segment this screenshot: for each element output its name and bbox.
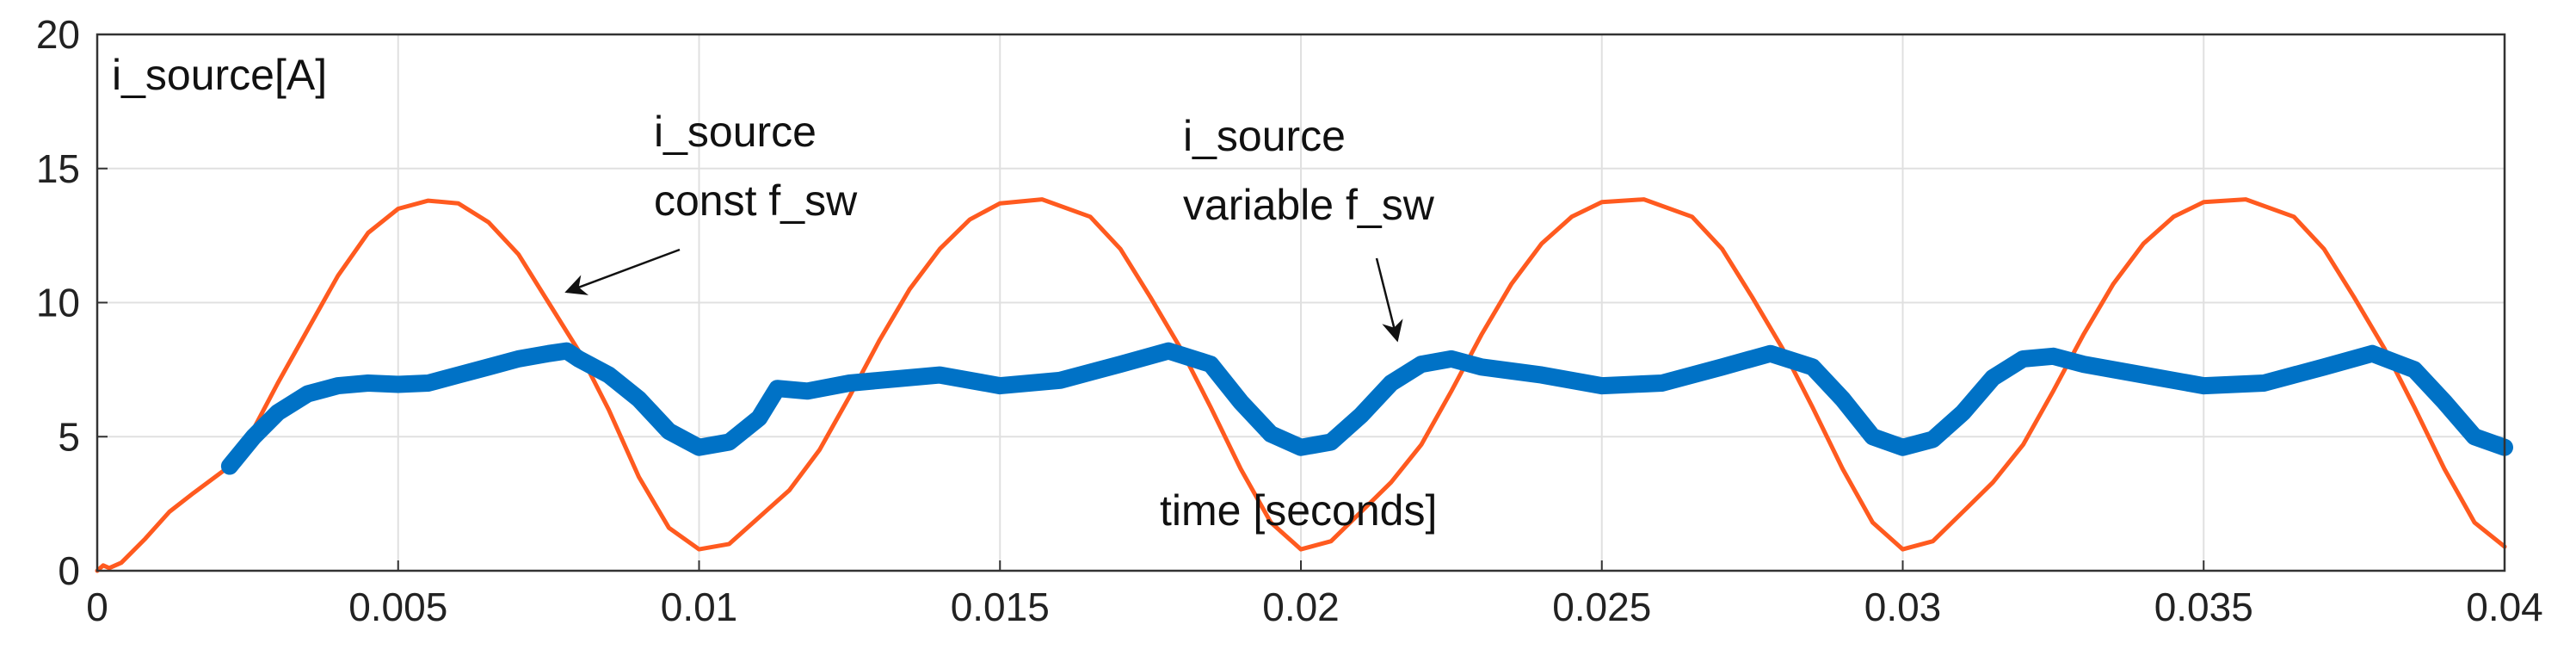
y-tick-label: 15	[36, 146, 80, 191]
annotation-arrow-const-fsw	[564, 248, 681, 295]
annotation-variable-fsw-line1: i_source	[1183, 112, 1346, 160]
x-tick-label: 0.015	[951, 585, 1050, 629]
y-tick-label: 10	[36, 281, 80, 325]
y-tick-labels: 0 5 10 15 20	[36, 12, 108, 593]
x-axis-label: time [seconds]	[1160, 486, 1437, 535]
series-line-variable-fsw	[220, 342, 2513, 475]
x-tick-labels: 0 0.005 0.01 0.015 0.02 0.025 0.03 0.035 0.04	[86, 560, 2543, 629]
x-tick-label: 0.01	[661, 585, 738, 629]
x-tick-label: 0.025	[1552, 585, 1651, 629]
annotation-variable-fsw-line2: variable f_sw	[1183, 181, 1435, 229]
x-tick-label: 0.03	[1864, 585, 1942, 629]
x-tick-label: 0.005	[348, 585, 447, 629]
series-layer	[95, 197, 2513, 573]
x-tick-label: 0.035	[2154, 585, 2253, 629]
y-tick-label: 5	[58, 414, 80, 459]
annotation-arrow-variable-fsw	[1375, 257, 1403, 343]
annotation-const-fsw-line2: const f_sw	[654, 176, 858, 225]
annotation-const-fsw: i_source const f_sw	[564, 108, 858, 295]
y-axis-label: i_source[A]	[112, 51, 327, 99]
y-tick-label: 20	[36, 12, 80, 57]
y-tick-label: 0	[58, 548, 80, 593]
annotation-const-fsw-line1: i_source	[654, 108, 817, 156]
x-tick-label: 0.04	[2466, 585, 2543, 629]
annotation-variable-fsw: i_source variable f_sw	[1183, 112, 1435, 343]
x-tick-label: 0.02	[1262, 585, 1340, 629]
x-tick-label: 0	[86, 585, 108, 629]
